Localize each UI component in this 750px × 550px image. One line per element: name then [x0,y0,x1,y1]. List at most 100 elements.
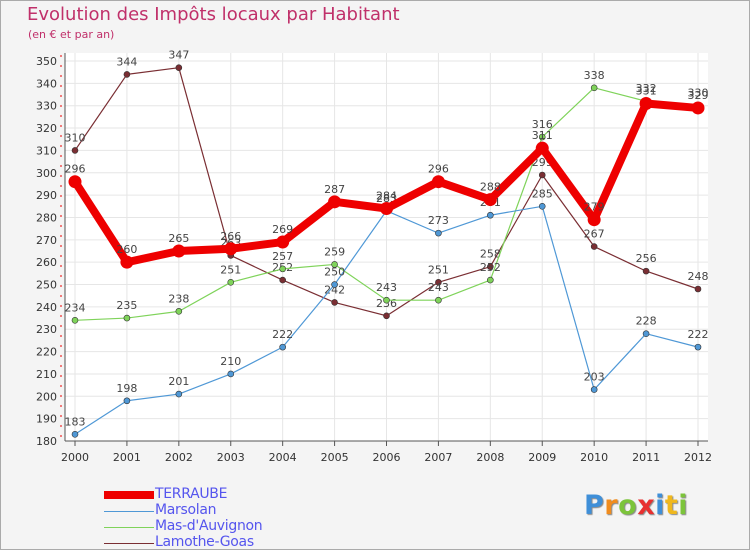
y-tick-label: 200 [36,390,57,403]
logo-letter: i [678,490,689,521]
data-label-terraube: 269 [272,223,293,236]
data-label-lamothe-goas: 267 [584,228,605,241]
chart-title: Evolution des Impôts locaux par Habitant [27,4,400,25]
x-tick-label: 2010 [580,451,608,464]
y-tick-label: 260 [36,256,57,269]
data-label-mas-d-auvignon: 338 [584,69,605,82]
point-lamothe-goas [435,278,442,286]
point-lamothe-goas [175,64,183,72]
point-marsolan [279,343,286,351]
data-label-lamothe-goas: 344 [116,55,137,68]
data-label-terraube: 331 [636,84,657,97]
legend-swatch-marsolan [104,511,154,512]
y-tick-label: 330 [36,100,57,113]
y-tick-label: 230 [36,323,57,336]
y-tick-label: 340 [36,77,57,90]
data-label-marsolan: 183 [65,415,86,428]
data-label-marsolan: 210 [220,355,241,368]
data-label-lamothe-goas: 347 [168,49,189,62]
point-mas-d-auvignon [435,296,442,304]
data-label-marsolan: 273 [428,214,449,227]
data-label-lamothe-goas: 248 [688,270,709,283]
point-marsolan [71,430,79,438]
data-label-lamothe-goas: 251 [428,263,449,276]
y-tick-label: 270 [36,234,57,247]
point-terraube [535,141,549,155]
legend-swatch-mas-d-auvignon [104,527,154,528]
data-label-terraube: 279 [584,201,605,214]
point-lamothe-goas [694,285,702,293]
data-label-marsolan: 222 [272,328,293,341]
point-mas-d-auvignon [279,265,286,273]
y-tick-label: 220 [36,346,57,359]
point-mas-d-auvignon [487,276,494,284]
data-label-terraube: 311 [532,129,553,142]
x-tick-label: 2006 [373,451,401,464]
y-tick-label: 300 [36,167,57,180]
legend-swatch-lamothe-goas [104,543,154,544]
y-tick-label: 210 [36,368,57,381]
point-lamothe-goas [123,71,131,78]
data-label-terraube: 266 [220,230,241,243]
point-terraube [483,193,497,207]
data-label-mas-d-auvignon: 235 [116,299,137,312]
data-label-mas-d-auvignon: 316 [532,118,553,131]
data-label-mas-d-auvignon: 238 [168,292,189,305]
legend-label-lamothe-goas: Lamothe-Goas [155,534,254,550]
point-marsolan [435,229,442,237]
x-tick-label: 2007 [424,451,452,464]
point-mas-d-auvignon [538,133,546,141]
legend-label-terraube: TERRAUBE [155,486,228,502]
data-label-mas-d-auvignon: 252 [480,261,501,274]
data-label-terraube: 296 [428,163,449,176]
data-label-lamothe-goas: 256 [636,252,657,265]
data-label-terraube: 329 [688,89,709,102]
y-tick-label: 310 [36,144,57,157]
data-label-marsolan: 198 [116,382,137,395]
point-lamothe-goas [642,267,650,275]
data-label-lamothe-goas: 258 [480,248,501,261]
data-label-mas-d-auvignon: 330 [688,87,709,100]
data-label-mas-d-auvignon: 234 [65,301,86,314]
point-mas-d-auvignon [383,296,390,304]
point-marsolan [538,202,546,210]
x-tick-label: 2005 [321,451,349,464]
data-label-mas-d-auvignon: 259 [324,245,345,258]
legend-swatch-terraube [104,491,154,499]
legend-label-marsolan: Marsolan [155,502,217,518]
point-lamothe-goas [383,312,390,320]
data-label-terraube: 260 [116,243,137,256]
x-tick-label: 2002 [165,451,193,464]
point-terraube [68,175,82,189]
data-label-terraube: 265 [168,232,189,245]
data-label-marsolan: 201 [168,375,189,388]
x-tick-label: 2004 [269,451,297,464]
data-label-terraube: 287 [324,183,345,196]
logo-letter: r [604,490,619,521]
point-terraube [328,195,342,209]
point-terraube [587,213,601,227]
point-marsolan [694,343,702,351]
data-label-mas-d-auvignon: 332 [636,82,657,95]
point-marsolan [487,211,494,219]
point-terraube [276,235,290,249]
legend-label-mas-d-auvignon: Mas-d'Auvignon [155,518,263,534]
data-label-terraube: 296 [65,163,86,176]
data-label-marsolan: 222 [688,328,709,341]
x-tick-label: 2001 [113,451,141,464]
point-lamothe-goas [487,263,494,270]
data-label-mas-d-auvignon: 257 [272,250,293,263]
point-marsolan [590,386,598,393]
point-terraube [224,242,238,256]
data-label-mas-d-auvignon: 251 [220,263,241,276]
point-lamothe-goas [331,299,338,306]
data-label-terraube: 284 [376,190,397,203]
logo-letter: P [584,490,605,521]
point-lamothe-goas [538,171,546,179]
point-lamothe-goas [590,243,598,250]
point-terraube [431,175,445,189]
data-label-lamothe-goas: 310 [65,131,86,144]
logo-letter: t [664,490,679,521]
point-lamothe-goas [71,147,79,154]
